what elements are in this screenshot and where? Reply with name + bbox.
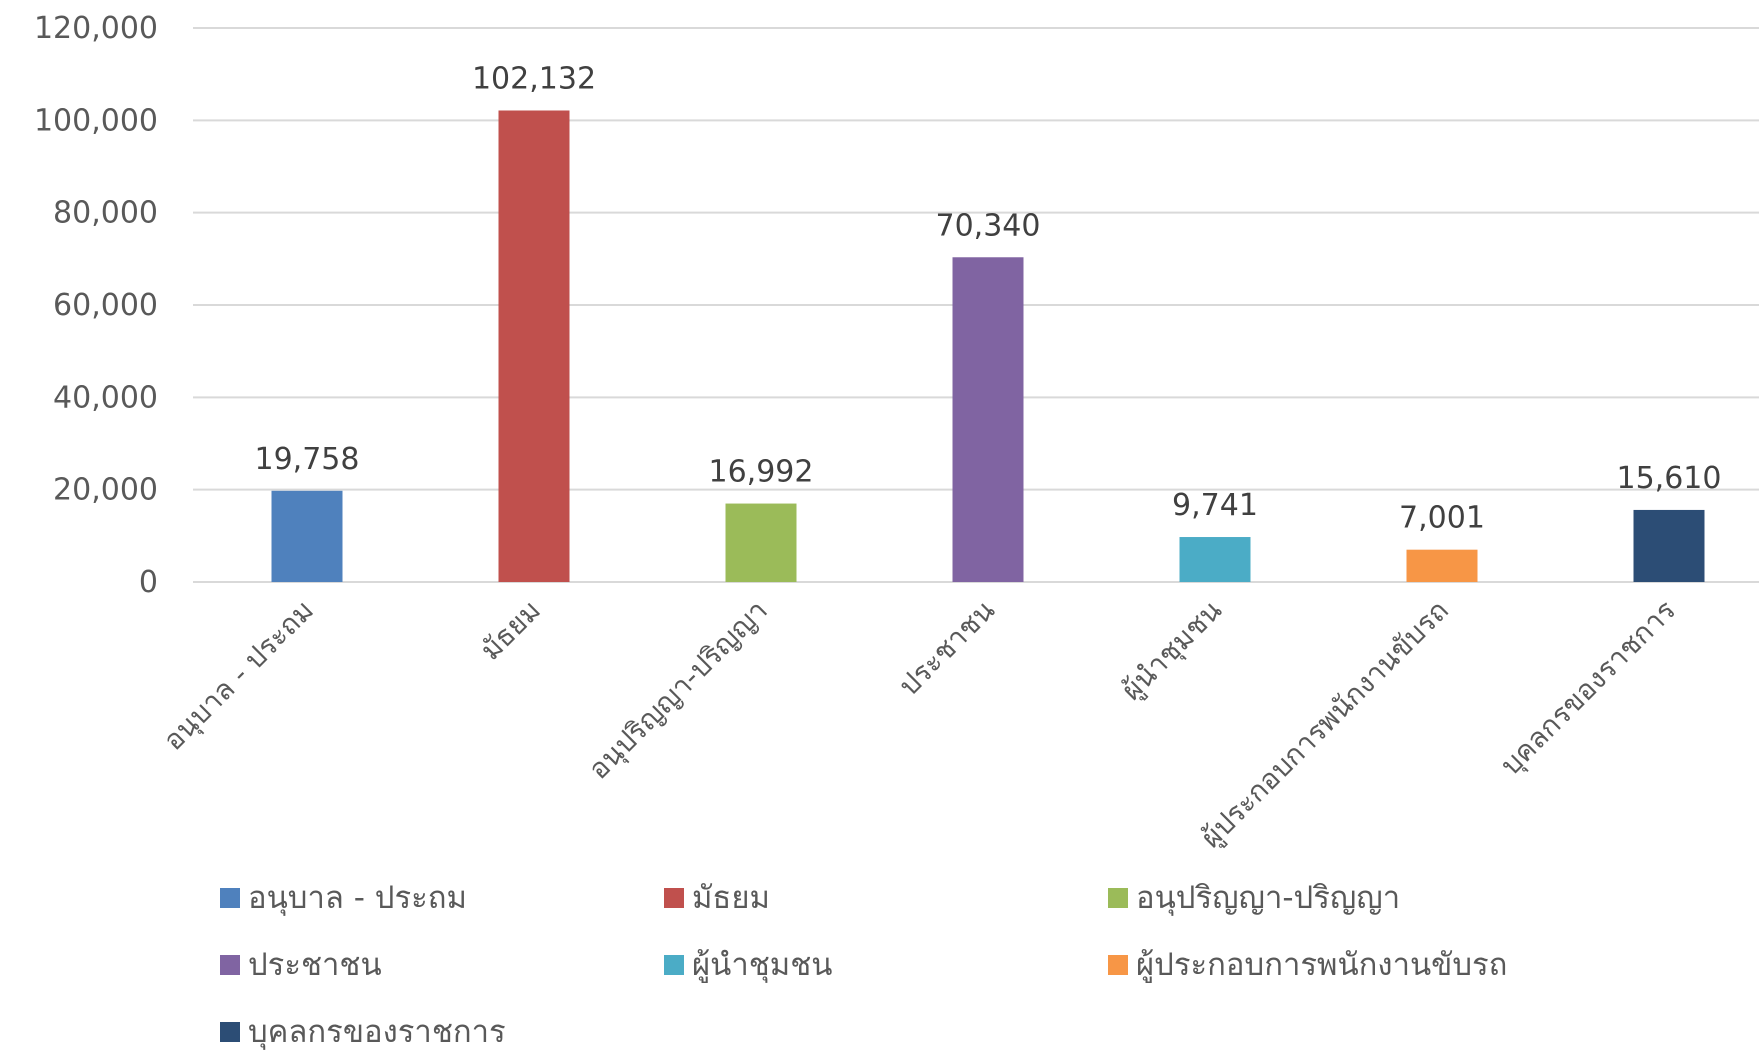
legend-swatch: [220, 888, 240, 908]
x-tick-label: ผู้ประกอบการพนักงานขับรถ: [1194, 594, 1455, 855]
legend-entry: อนุปริญญา-ปริญญา: [1136, 880, 1400, 917]
data-label: 19,758: [255, 442, 360, 477]
data-label: 70,340: [936, 208, 1041, 243]
y-tick-label: 80,000: [53, 196, 158, 231]
legend-entry: บุคลกรของราชการ: [248, 1014, 506, 1051]
y-tick-label: 120,000: [34, 11, 158, 46]
legend-swatch: [1108, 888, 1128, 908]
data-label: 15,610: [1617, 461, 1722, 496]
bar: [725, 503, 797, 582]
x-tick-label: อนุปริญญา-ปริญญา: [582, 594, 775, 787]
x-tick-label: บุคลกรของราชการ: [1494, 594, 1683, 783]
data-label: 7,001: [1399, 501, 1485, 536]
legend-swatch: [664, 955, 684, 975]
legend-entry: อนุบาล - ประถม: [248, 880, 467, 917]
legend-swatch: [664, 888, 684, 908]
data-label: 9,741: [1172, 488, 1258, 523]
x-tick-label: มัธยม: [474, 594, 547, 667]
bar: [1406, 549, 1478, 582]
y-tick-label: 100,000: [34, 103, 158, 138]
x-tick-label: อนุบาล - ประถม: [157, 594, 321, 758]
bar: [952, 257, 1024, 582]
x-tick-label: ผู้นำชุมชน: [1115, 594, 1229, 708]
legend-entry: ประชาชน: [248, 947, 382, 983]
y-axis-tick-labels: 0 20,000 40,000 60,000 80,000 100,000 120,000: [34, 11, 158, 600]
bar: [498, 110, 570, 582]
y-tick-label: 40,000: [53, 380, 158, 415]
x-axis-category-labels: อนุบาล - ประถม มัธยม อนุปริญญา-ปริญญา ประชา…: [157, 594, 1683, 855]
data-label: 16,992: [709, 455, 814, 490]
legend-entry: ผู้นำชุมชน: [692, 947, 832, 984]
bar: [1633, 509, 1705, 582]
data-labels: 19,758 102,132 16,992 70,340 9,741 7,001 15,61…: [255, 61, 1722, 535]
legend-swatch: [1108, 955, 1128, 975]
legend-entry: ผู้ประกอบการพนักงานขับรถ: [1136, 947, 1507, 983]
x-tick-label: ประชาชน: [892, 594, 1001, 703]
legend: อนุบาล - ประถม มัธยม อนุปริญญา-ปริญญาประชา…: [220, 880, 1507, 1051]
y-tick-label: 0: [139, 565, 158, 600]
legend-swatch: [220, 955, 240, 975]
bar: [271, 490, 343, 582]
legend-entry: มัธยม: [692, 880, 770, 916]
legend-swatch: [220, 1022, 240, 1042]
y-tick-label: 60,000: [53, 288, 158, 323]
y-tick-label: 20,000: [53, 473, 158, 508]
data-label: 102,132: [472, 61, 596, 96]
bars: [271, 110, 1705, 582]
bar: [1179, 537, 1251, 582]
